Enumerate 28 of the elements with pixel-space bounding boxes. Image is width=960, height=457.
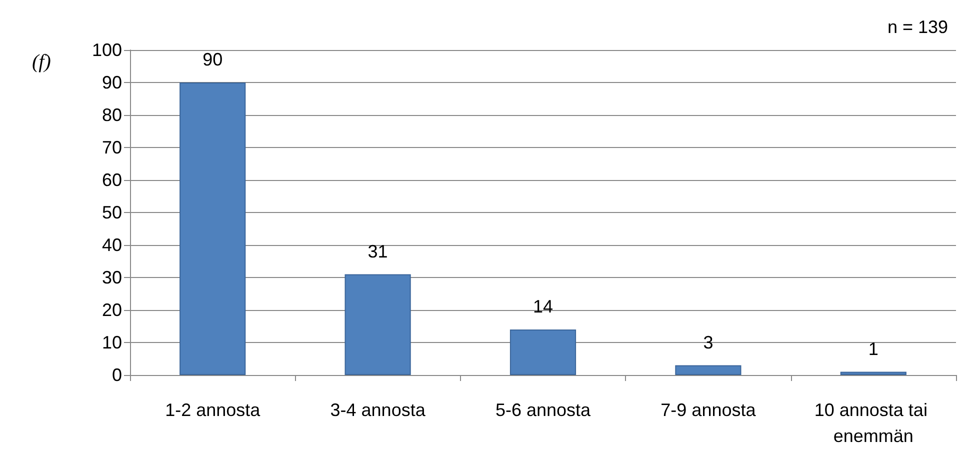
y-tick-label: 30 <box>102 268 122 288</box>
y-tick-label: 40 <box>102 235 122 255</box>
y-tick-label: 60 <box>102 170 122 190</box>
x-tick-label: 7-9 annosta <box>660 400 757 420</box>
y-tick-label: 90 <box>102 72 122 92</box>
data-label: 1 <box>868 338 878 359</box>
y-tick-label: 50 <box>102 202 122 222</box>
bar <box>344 274 411 375</box>
x-tick-label: 1-2 annosta <box>165 400 262 420</box>
text: n = 139 <box>887 17 948 37</box>
y-axis-title: (f) <box>32 51 52 73</box>
data-label: 3 <box>703 332 714 352</box>
x-tick-label: 3-4 annosta <box>330 400 426 420</box>
data-label: 31 <box>368 241 388 262</box>
y-tick-label: 20 <box>102 300 122 320</box>
bar <box>675 365 742 375</box>
bar <box>510 330 576 375</box>
bar <box>180 82 246 375</box>
x-tick-label: 10 annosta tai enemmän <box>814 400 932 446</box>
y-tick-label: 70 <box>102 138 122 158</box>
y-tick-label: 10 <box>102 332 122 352</box>
y-tick-label: 0 <box>112 365 122 385</box>
data-label: 90 <box>202 50 223 70</box>
data-label: 14 <box>532 296 554 316</box>
bar <box>840 372 906 375</box>
y-tick-label: 80 <box>102 105 122 125</box>
x-tick-label: 5-6 annosta <box>495 400 592 420</box>
y-tick-label: 100 <box>92 40 122 60</box>
